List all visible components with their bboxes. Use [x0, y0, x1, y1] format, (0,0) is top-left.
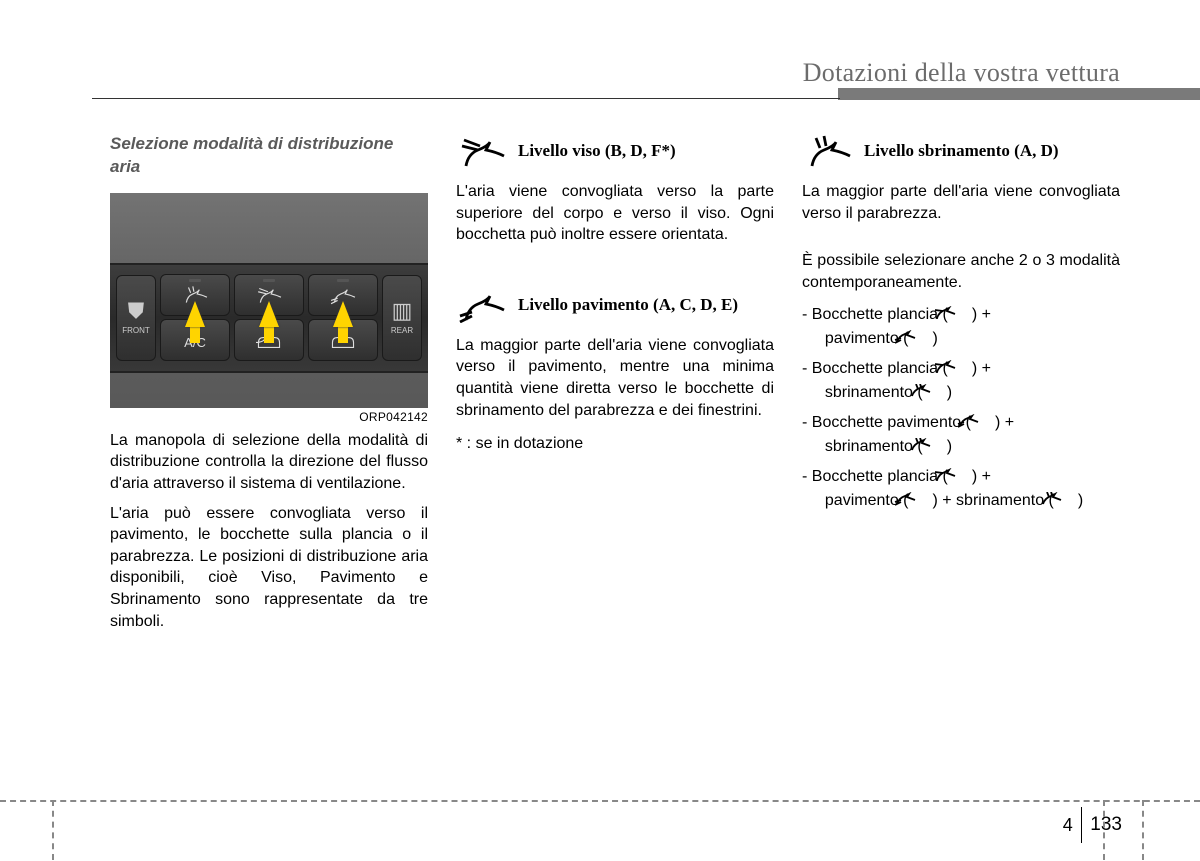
col1-para1: La manopola di selezione della modalità … [110, 430, 428, 495]
chapter-title: Dotazioni della vostra vettura [110, 58, 1120, 88]
defrost-mode-icon [802, 133, 854, 169]
combo-item-2: - Bocchette plancia () + sbrinamento () [802, 357, 1120, 405]
col3-para2: È possibile selezionare anche 2 o 3 moda… [802, 250, 1120, 293]
inline-face-icon [948, 466, 972, 480]
mode-floor-button [308, 274, 378, 316]
chapter-rule [92, 98, 840, 99]
mode-defrost-button [160, 274, 230, 316]
mode-face-text: L'aria viene convogliata verso la parte … [456, 181, 774, 246]
figure-code: ORP042142 [110, 410, 428, 424]
mode-defrost-title: Livello sbrinamento (A, D) [864, 141, 1059, 161]
column-3: Livello sbrinamento (A, D) La maggior pa… [802, 133, 1120, 640]
col1-para2: L'aria può essere convogliata verso il p… [110, 503, 428, 633]
crop-tick [1103, 800, 1105, 860]
inline-defrost-icon [923, 436, 947, 450]
crop-tick [52, 800, 54, 860]
inline-face-icon [948, 358, 972, 372]
rear-label: REAR [391, 326, 413, 335]
inline-floor-icon [971, 412, 995, 426]
mode-defrost-text: La maggior parte dell'aria viene convogl… [802, 181, 1120, 224]
floor-mode-icon [456, 287, 508, 323]
combo-item-1: - Bocchette plancia () + pavimento () [802, 303, 1120, 351]
chapter-header: Dotazioni della vostra vettura [110, 58, 1120, 88]
inline-floor-icon [908, 490, 932, 504]
column-1: Selezione modalità di distribuzione aria… [110, 133, 428, 640]
climate-panel-figure: ⛊ FRONT [110, 193, 428, 408]
crop-line [0, 800, 1200, 802]
defrost-rear-icon: ▥ [392, 300, 413, 322]
inline-floor-icon [908, 328, 932, 342]
inline-face-icon [948, 304, 972, 318]
mode-floor-heading: Livello pavimento (A, C, D, E) [456, 287, 774, 323]
section-heading: Selezione modalità di distribuzione aria [110, 133, 428, 179]
page-footer: 4 133 [1063, 807, 1122, 843]
front-defrost-button: ⛊ FRONT [116, 275, 156, 361]
footer-chapter: 4 [1063, 815, 1073, 836]
mode-floor-title: Livello pavimento (A, C, D, E) [518, 295, 738, 315]
combo-list: - Bocchette plancia () + pavimento () - … [802, 303, 1120, 513]
mode-face-button [234, 274, 304, 316]
combo-item-4: - Bocchette plancia () + pavimento () + … [802, 465, 1120, 513]
footnote: * : se in dotazione [456, 435, 774, 453]
crop-tick [1142, 800, 1144, 860]
column-2: Livello viso (B, D, F*) L'aria viene con… [456, 133, 774, 640]
inline-defrost-icon [923, 382, 947, 396]
mode-face-title: Livello viso (B, D, F*) [518, 141, 676, 161]
footer-separator [1081, 807, 1083, 843]
rear-defrost-button: ▥ REAR [382, 275, 422, 361]
defrost-front-icon: ⛊ [128, 300, 145, 322]
face-mode-icon [456, 133, 508, 169]
inline-defrost-icon [1054, 490, 1078, 504]
footer-page: 133 [1090, 814, 1122, 836]
mode-defrost-heading: Livello sbrinamento (A, D) [802, 133, 1120, 169]
mode-floor-text: La maggior parte dell'aria viene convogl… [456, 335, 774, 421]
combo-item-3: - Bocchette pavimento () + sbrinamento (… [802, 411, 1120, 459]
front-label: FRONT [122, 326, 150, 335]
chapter-bar [838, 88, 1200, 100]
mode-face-heading: Livello viso (B, D, F*) [456, 133, 774, 169]
